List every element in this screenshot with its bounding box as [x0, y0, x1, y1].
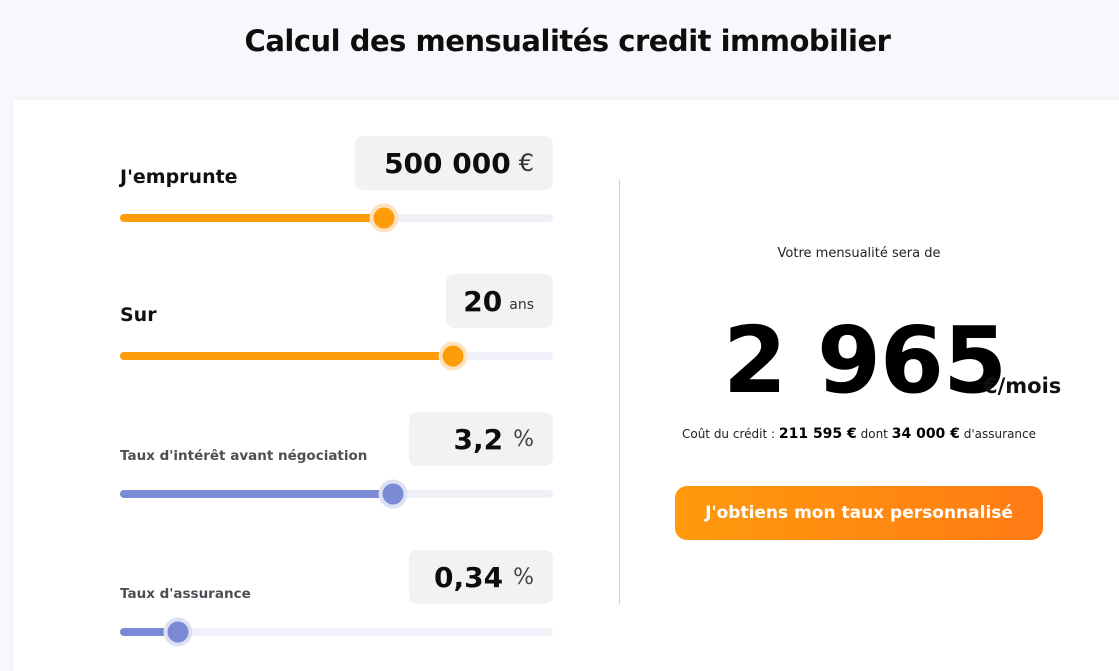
page-title: Calcul des mensualités credit immobilier — [244, 24, 891, 58]
years-unit: ans — [509, 297, 534, 313]
credit-cost-suffix: d'assurance — [963, 427, 1037, 441]
insurance-rate-slider-thumb[interactable] — [167, 621, 189, 643]
credit-cost-insurance: 34 000 € — [891, 426, 960, 442]
insurance-rate-slider-fill — [120, 628, 179, 636]
insurance-rate-slider[interactable] — [120, 621, 553, 643]
loan-amount-slider[interactable] — [120, 207, 553, 229]
percent-unit: % — [513, 426, 534, 452]
vertical-divider — [619, 180, 620, 604]
monthly-payment-amount: 2 965 — [723, 307, 1007, 414]
insurance-rate-label: Taux d'assurance — [120, 586, 251, 602]
interest-rate-input[interactable]: 3,2 % — [409, 412, 553, 466]
interest-rate-value: 3,2 — [453, 422, 504, 456]
get-personalized-rate-button[interactable]: J'obtiens mon taux personnalisé — [675, 486, 1043, 540]
euro-unit: € — [518, 149, 534, 177]
loan-amount-input[interactable]: 500 000 € — [355, 136, 553, 190]
insurance-rate-value: 0,34 — [434, 560, 504, 594]
credit-cost-prefix: Coût du crédit : — [681, 427, 776, 441]
interest-rate-slider-thumb[interactable] — [382, 483, 404, 505]
credit-cost-total: 211 595 € — [778, 426, 857, 442]
loan-amount-label: J'emprunte — [120, 166, 238, 188]
loan-amount-value: 500 000 — [384, 146, 511, 180]
duration-slider-fill — [120, 352, 454, 360]
interest-rate-slider-fill — [120, 490, 393, 498]
duration-value: 20 — [463, 284, 503, 318]
interest-rate-label: Taux d'intérêt avant négociation — [120, 448, 368, 464]
monthly-payment-unit: €/mois — [983, 374, 1062, 398]
insurance-rate-input[interactable]: 0,34 % — [409, 550, 553, 604]
credit-cost-middle: dont — [860, 427, 888, 441]
duration-field: Sur 20 ans — [120, 274, 553, 367]
percent-unit: % — [513, 564, 534, 590]
interest-rate-slider[interactable] — [120, 483, 553, 505]
credit-cost-line: Coût du crédit : 211 595 € dont 34 000 €… — [620, 426, 1098, 442]
insurance-rate-field: Taux d'assurance 0,34 % — [120, 550, 553, 643]
duration-slider-thumb[interactable] — [442, 345, 464, 367]
duration-input[interactable]: 20 ans — [446, 274, 553, 328]
loan-amount-field: J'emprunte 500 000 € — [120, 136, 553, 229]
calculator-card — [13, 100, 1119, 671]
interest-rate-field: Taux d'intérêt avant négociation 3,2 % — [120, 412, 553, 505]
loan-amount-slider-fill — [120, 214, 385, 222]
result-intro: Votre mensualité sera de — [777, 246, 941, 261]
loan-amount-slider-thumb[interactable] — [373, 207, 395, 229]
duration-label: Sur — [120, 304, 157, 326]
duration-slider[interactable] — [120, 345, 553, 367]
